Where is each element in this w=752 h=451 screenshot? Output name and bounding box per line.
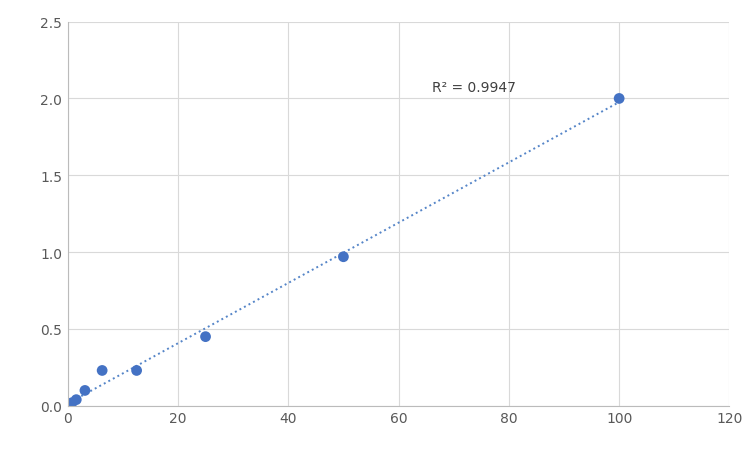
Point (131, 367, 143, 374)
Point (79, 387, 91, 394)
Point (199, 333, 211, 341)
Point (70, 396, 82, 403)
Point (62, 402, 74, 410)
Point (613, 96, 625, 103)
Point (96, 367, 108, 374)
Text: R² = 0.9947: R² = 0.9947 (432, 81, 516, 95)
Point (338, 253, 350, 261)
Point (66, 399, 78, 406)
